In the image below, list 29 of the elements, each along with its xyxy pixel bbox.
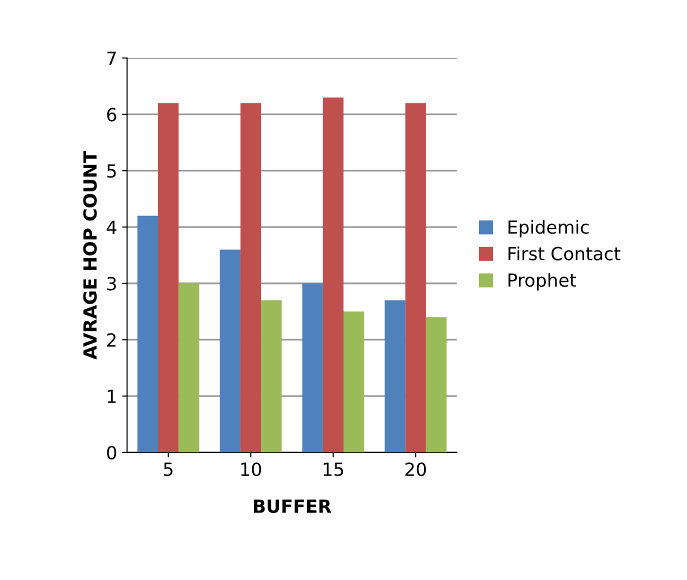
bar [240, 103, 262, 452]
x-tick-label: 10 [241, 462, 262, 476]
bar [261, 300, 282, 452]
bar [158, 103, 179, 452]
y-tick-label: 5 [107, 164, 116, 178]
bar [220, 250, 240, 452]
bar [302, 283, 323, 452]
legend-label: First Contact [508, 246, 620, 260]
y-tick-label: 2 [107, 333, 116, 347]
bar [384, 300, 406, 452]
legend-label: Epidemic [508, 220, 589, 238]
bar [178, 283, 200, 452]
y-tick-label: 4 [106, 220, 116, 234]
x-tick-label: 20 [405, 462, 426, 476]
y-tick-label: 7 [107, 52, 116, 65]
y-tick-label: 1 [108, 390, 116, 403]
y-axis-title: AVRAGE HOP COUNT [83, 150, 97, 360]
bar [426, 317, 447, 452]
bar [322, 97, 344, 452]
x-tick-label: 15 [324, 462, 344, 476]
x-axis-title: BUFFER [254, 500, 332, 514]
bar [137, 216, 158, 452]
y-tick-label: 0 [107, 446, 116, 460]
bar [405, 103, 426, 452]
x-tick-label: 5 [164, 462, 172, 476]
y-tick-label: 6 [107, 108, 116, 122]
bar [344, 312, 364, 452]
y-tick-label: 3 [107, 276, 116, 290]
legend-label: Prophet [508, 272, 576, 290]
